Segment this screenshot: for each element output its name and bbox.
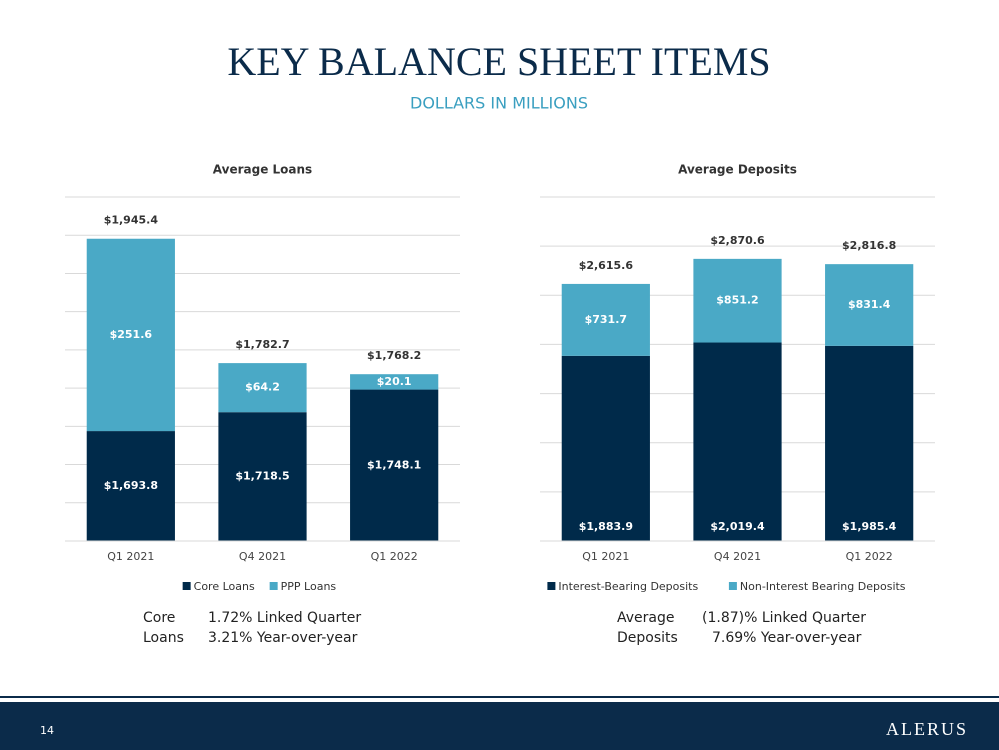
bar-segment [825, 345, 914, 541]
chart-title: Average Deposits [678, 163, 797, 177]
total-label: $2,816.8 [842, 239, 896, 252]
bar-segment [350, 374, 439, 390]
note-line: 1.72% Linked Quarter [208, 610, 361, 626]
value-label: $1,748.1 [367, 458, 421, 471]
x-tick-label: Q4 2021 [239, 550, 286, 563]
value-label: $251.6 [110, 328, 153, 341]
bar-segment [561, 355, 650, 541]
page-number: 14 [40, 724, 54, 737]
bar-segment [350, 389, 439, 541]
x-tick-label: Q1 2021 [582, 550, 629, 563]
legend-label: Interest-Bearing Deposits [558, 580, 698, 593]
legend-label: PPP Loans [281, 580, 337, 593]
note-line: 7.69% Year-over-year [712, 630, 862, 646]
value-label: $1,883.9 [579, 520, 633, 533]
x-tick-label: Q1 2021 [107, 550, 154, 563]
bar-segment [86, 238, 175, 432]
footer-rule [0, 696, 999, 698]
bar-segment [218, 412, 307, 541]
x-tick-label: Q1 2022 [846, 550, 893, 563]
bar-segment [218, 363, 307, 413]
footer-band [0, 702, 999, 750]
value-label: $851.2 [716, 294, 758, 307]
total-label: $1,945.4 [104, 214, 159, 227]
bar-segment [693, 258, 782, 343]
value-label: $1,718.5 [235, 470, 289, 483]
slide-title: KEY BALANCE SHEET ITEMS [227, 39, 770, 84]
x-tick-label: Q1 2022 [371, 550, 418, 563]
value-label: $2,019.4 [710, 520, 765, 533]
legend-swatch [269, 582, 278, 590]
legend-swatch [182, 582, 191, 590]
note-label: Core [143, 610, 175, 626]
x-tick-label: Q4 2021 [714, 550, 761, 563]
legend-swatch [728, 582, 737, 590]
note-line: 3.21% Year-over-year [208, 630, 358, 646]
bar-segment [561, 283, 650, 356]
note-label: Deposits [617, 630, 678, 646]
total-label: $2,870.6 [710, 234, 765, 247]
total-label: $1,782.7 [235, 338, 289, 351]
bar-segment [693, 342, 782, 541]
note-label: Average [617, 610, 675, 626]
legend-swatch [547, 582, 556, 590]
legend-label: Core Loans [194, 580, 255, 593]
bar-segment [825, 264, 914, 346]
bar-segment [86, 431, 175, 541]
value-label: $1,985.4 [842, 520, 897, 533]
value-label: $20.1 [377, 375, 412, 388]
slide-subtitle: DOLLARS IN MILLIONS [410, 94, 588, 113]
chart-title: Average Loans [213, 163, 312, 177]
value-label: $731.7 [585, 313, 627, 326]
value-label: $831.4 [848, 298, 891, 311]
note-line: (1.87)% Linked Quarter [702, 610, 866, 626]
value-label: $64.2 [245, 381, 280, 394]
note-label: Loans [143, 630, 184, 646]
legend-label: Non-Interest Bearing Deposits [740, 580, 906, 593]
logo: ALERUS [886, 719, 968, 739]
total-label: $1,768.2 [367, 349, 421, 362]
total-label: $2,615.6 [579, 259, 634, 272]
value-label: $1,693.8 [104, 479, 158, 492]
